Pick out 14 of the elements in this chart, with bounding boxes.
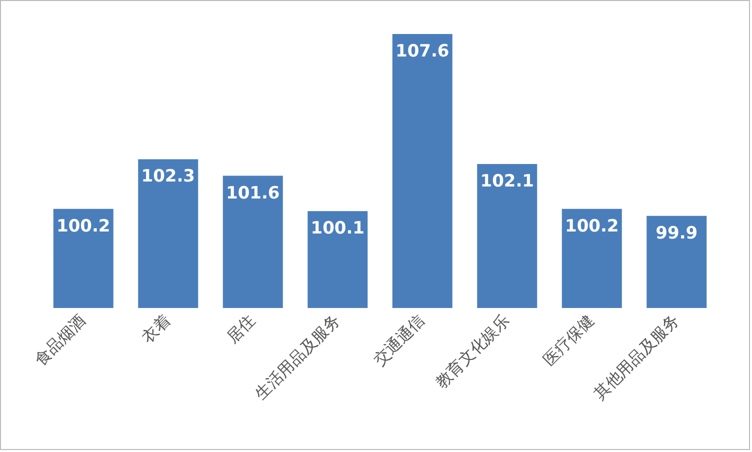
x-tick-label: 交通通信 xyxy=(370,311,428,370)
x-tick-label: 食品烟酒 xyxy=(31,311,90,370)
data-label: 102.3 xyxy=(141,166,196,187)
data-label: 100.2 xyxy=(564,216,619,236)
data-label: 107.6 xyxy=(395,42,450,62)
data-label: 99.9 xyxy=(656,223,698,244)
data-label: 100.2 xyxy=(56,216,110,236)
x-tick-label: 教育文化娱乐 xyxy=(432,311,514,392)
x-tick-label: 医疗保健 xyxy=(540,311,598,370)
data-label: 101.6 xyxy=(226,183,280,204)
data-label: 102.1 xyxy=(480,171,534,192)
x-tick-label: 居住 xyxy=(224,312,259,347)
data-label: 100.1 xyxy=(310,218,365,239)
x-tick-label: 衣着 xyxy=(138,311,174,347)
